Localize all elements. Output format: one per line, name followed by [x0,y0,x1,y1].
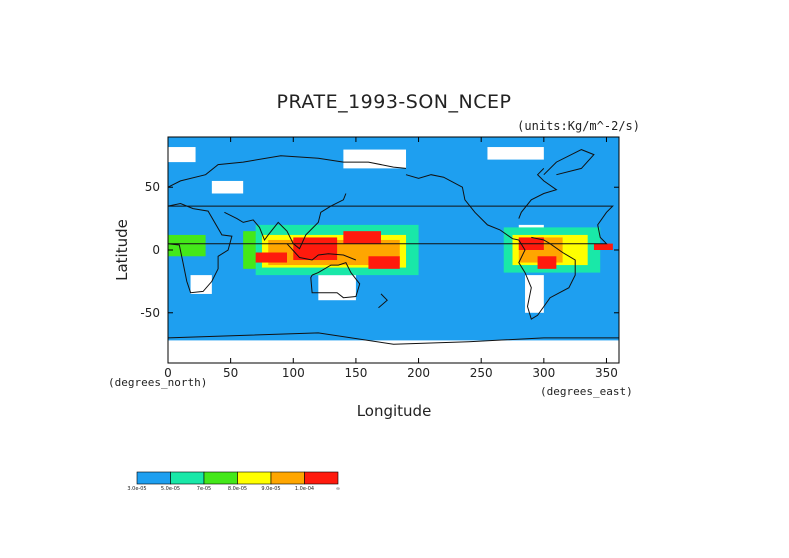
coastline-segment [405,174,519,241]
precip-max [255,252,288,263]
y-tick-label: 50 [145,180,160,194]
coastline-segment [543,149,595,176]
coastline-segment [167,202,614,294]
coastline-segment [167,332,619,345]
precip-region [318,275,356,301]
colorbar-swatch [136,471,171,485]
colorbar-label: 9.0e-05 [261,486,280,492]
colorbar: 3.0e-05 5.0e-05 7e-05 8.0e-05 9.0e-05 1.0e-04… [127,471,340,492]
precip-max [593,243,613,250]
chart-title: PRATE_1993-SON_NCEP [277,91,512,113]
precip-region [168,147,196,163]
x-tick-label: 250 [470,366,493,380]
precip-max [368,256,400,269]
units-label: (units:Kg/m^-2/s) [517,119,640,133]
x-tick-label: 200 [407,366,430,380]
colorbar-label: 8.0e-05 [228,486,247,492]
colorbar-label: 1.0e-04 [295,486,314,492]
map-cells [168,147,619,363]
y-tick-label: -50 [140,306,160,320]
colorbar-label: 7e-05 [197,486,211,492]
coastline-segment [518,168,558,219]
colorbar-label: 3.0e-05 [127,486,146,492]
precip-max [537,256,557,269]
precip-region [168,340,619,363]
coastline-segment [310,261,361,299]
x-tick-label: 50 [223,366,238,380]
x-tick-label: 100 [282,366,305,380]
colorbar-swatch [270,471,305,485]
x-tick-label: 350 [595,366,618,380]
x-tick-label: 0 [164,366,172,380]
colorbar-swatch [203,471,238,485]
colorbar-label: 5.0e-05 [161,486,180,492]
x-unit-label: (degrees_east) [540,385,633,398]
y-axis-label: Latitude [113,219,131,281]
precip-region [190,275,212,294]
precip-region [343,149,407,169]
precip-region [487,147,544,160]
y-tick-label: 0 [152,243,160,257]
coastline [167,149,619,345]
x-tick-label: 150 [344,366,367,380]
colorbar-swatch [237,471,272,485]
x-axis-label: Longitude [357,402,432,420]
y-axis-ticks: 50 0 -50 [140,180,619,320]
x-axis-ticks: 0 50 100 150 200 250 300 350 [164,137,618,380]
coastline-segment [167,155,407,188]
colorbar-swatch [170,471,205,485]
x-tick-label: 300 [532,366,555,380]
colorbar-swatch [304,471,339,485]
y-unit-label: (degrees_north) [108,376,207,389]
coastline-segment [286,243,357,261]
coastline-segment [224,193,347,250]
coastline-segment [518,236,576,320]
precip-max [343,231,381,244]
coastline-segment [378,293,388,309]
precip-region [168,234,206,257]
precip-region [211,180,244,194]
colorbar-label: ∞ [336,486,340,492]
precip-map [167,136,620,364]
